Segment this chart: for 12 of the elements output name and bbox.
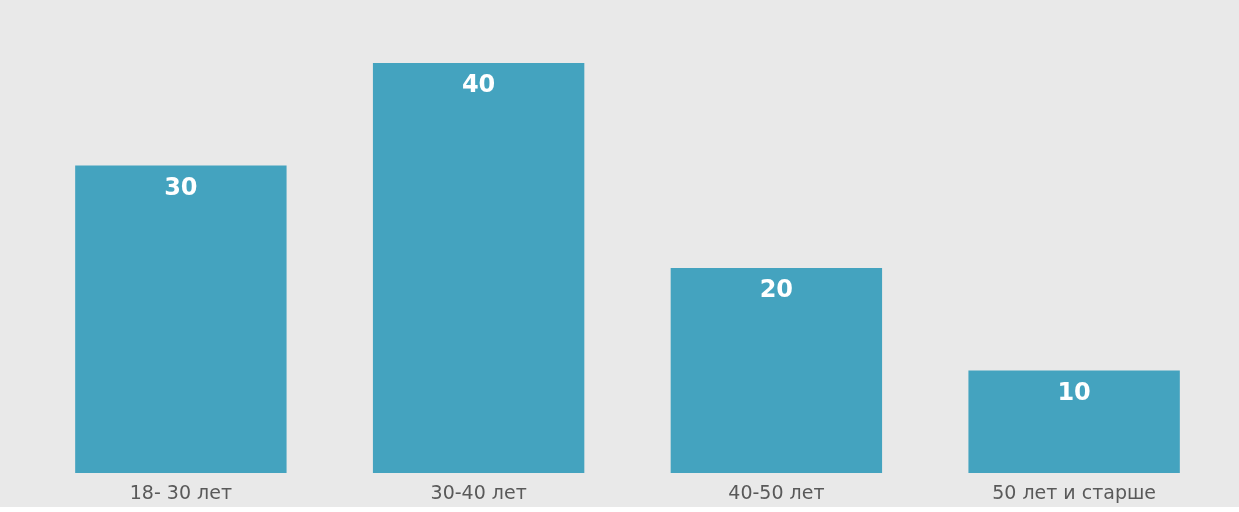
x-tick-label: 18- 30 лет — [129, 480, 232, 503]
x-tick-label: 40-50 лет — [728, 480, 825, 503]
x-tick-label: 30-40 лет — [430, 480, 527, 503]
bar — [75, 165, 287, 473]
bar — [372, 63, 585, 473]
bar — [968, 370, 1180, 473]
data-label: 40 — [461, 70, 496, 98]
data-label: 30 — [164, 172, 198, 201]
bar — [670, 268, 883, 473]
data-label: 10 — [1057, 377, 1091, 406]
x-tick-label: 50 лет и старше — [992, 480, 1157, 503]
data-label: 20 — [759, 275, 794, 303]
